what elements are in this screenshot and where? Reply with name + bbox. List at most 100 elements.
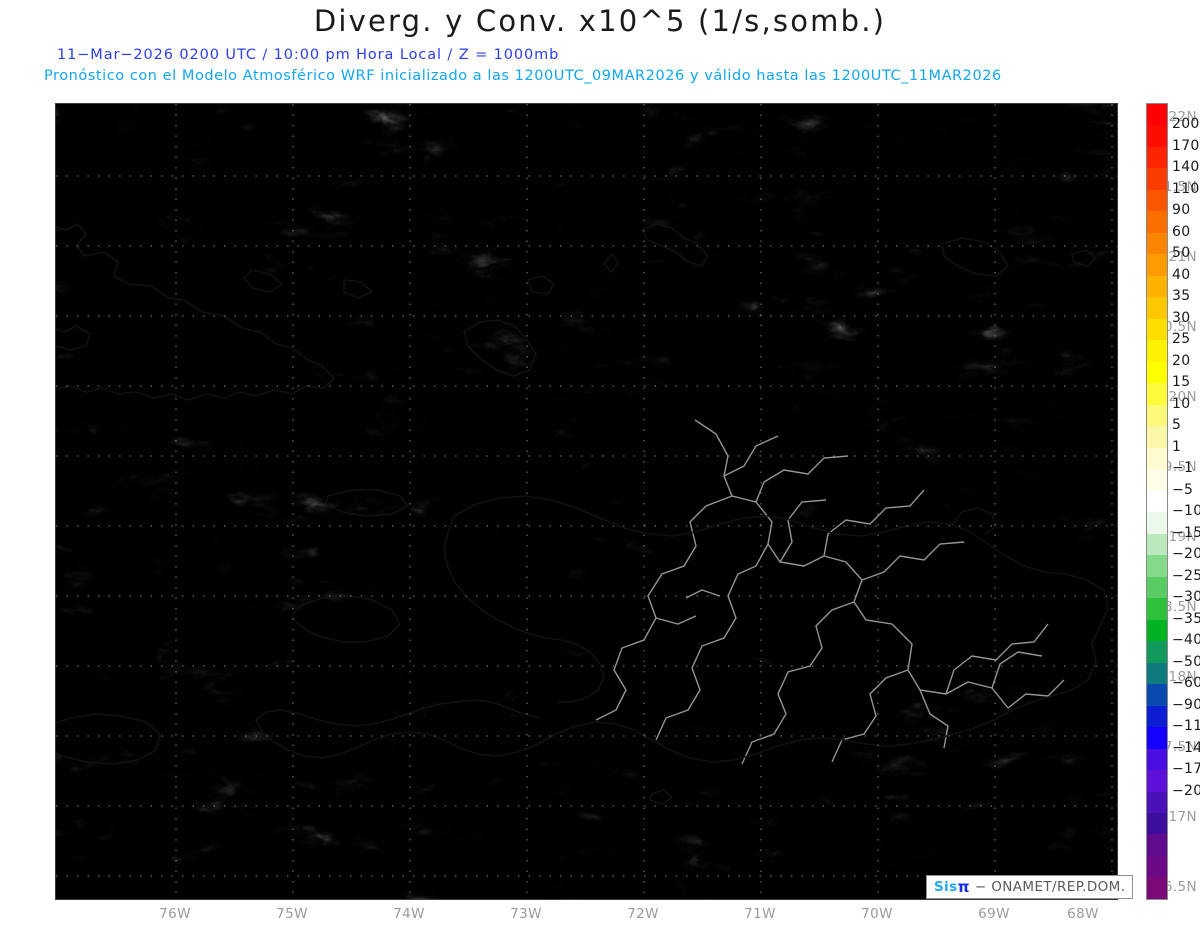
colorbar-tick-31: −200 [1172,782,1200,799]
divergence-convergence-field [56,104,1117,899]
colorbar-tick-17: −5 [1172,481,1194,498]
logo-sis-text: Sis [934,879,958,895]
provider-logo: Sis π − ONAMET/REP.DOM. [926,875,1134,899]
colorbar-tick-16: −1 [1172,460,1194,477]
colorbar-tick-0: 200 [1172,116,1200,133]
colorbar-band-15 [1147,426,1167,448]
colorbar-band-1 [1147,125,1167,147]
y-tick-8: 18N [1168,669,1197,685]
x-tick-3: 73W [510,906,542,922]
map-gridlines [56,104,1117,899]
colorbar-tick-23: −35 [1172,610,1200,627]
y-tick-2: 21N [1168,249,1197,265]
colorbar-tick-6: 50 [1172,245,1191,262]
colorbar-band-4 [1147,189,1167,212]
y-tick-9: 7.5N [1163,739,1197,755]
colorbar-tick-12: 15 [1172,374,1191,391]
y-tick-0: 22N [1168,109,1197,125]
colorbar-tick-15: 1 [1172,438,1182,455]
colorbar-band-33 [1147,812,1167,835]
colorbar-tick-24: −40 [1172,632,1200,649]
colorbar-tick-30: −170 [1172,761,1200,778]
colorbar-band-29 [1147,727,1167,749]
colorbar-tick-3: 110 [1172,180,1200,197]
colorbar-band-16 [1147,447,1167,470]
colorbar-band-35 [1147,855,1167,878]
colorbar-band-21 [1147,555,1167,577]
colorbar-band-5 [1147,211,1167,233]
colorbar-band-6 [1147,232,1167,255]
colorbar-band-10 [1147,318,1167,341]
colorbar-tick-27: −90 [1172,696,1200,713]
colorbar-tick-1: 170 [1172,137,1200,154]
colorbar-band-2 [1147,146,1167,169]
colorbar-tick-2: 140 [1172,159,1200,176]
colorbar-tick-19: −15 [1172,524,1200,541]
y-tick-3: 0.5N [1163,319,1197,335]
subtitle-valid-time: 11−Mar−2026 0200 UTC / 10:00 pm Hora Loc… [57,47,560,63]
colorbar-tick-21: −25 [1172,567,1200,584]
page-title: Diverg. y Conv. x10^5 (1/s,somb.) [313,4,887,38]
colorbar-band-27 [1147,684,1167,706]
y-tick-6: 19N [1168,529,1197,545]
x-tick-5: 71W [744,906,776,922]
coastlines [56,223,1117,895]
colorbar-band-7 [1147,254,1167,276]
colorbar-band-18 [1147,490,1167,513]
y-tick-11: 6.5N [1163,879,1197,895]
colorbar-band-0 [1147,104,1167,126]
colorbar-band-12 [1147,361,1167,384]
map-plot-area [55,103,1118,900]
colorbar-band-11 [1147,340,1167,362]
logo-pi-icon: π [957,878,970,896]
colorbar-band-26 [1147,662,1167,685]
x-tick-1: 75W [276,906,308,922]
x-tick-6: 70W [861,906,893,922]
colorbar-band-23 [1147,598,1167,620]
colorbar-tick-22: −30 [1172,589,1200,606]
colorbar-tick-20: −20 [1172,546,1200,563]
colorbar-tick-7: 40 [1172,266,1191,283]
colorbar-band-22 [1147,576,1167,599]
subtitle-model-info: Pronóstico con el Modelo Atmosférico WRF… [44,68,1002,84]
colorbar-band-20 [1147,533,1167,556]
colorbar [1146,103,1168,900]
colorbar-band-17 [1147,469,1167,491]
x-tick-7: 69W [978,906,1010,922]
colorbar-band-13 [1147,383,1167,405]
colorbar-band-25 [1147,641,1167,663]
colorbar-band-9 [1147,297,1167,319]
colorbar-tick-5: 60 [1172,223,1191,240]
x-tick-8: 68W [1067,906,1099,922]
colorbar-tick-11: 20 [1172,352,1191,369]
y-tick-10: 17N [1168,809,1197,825]
colorbar-tick-13: 10 [1172,395,1191,412]
y-tick-1: 1.5N [1163,179,1197,195]
x-tick-4: 72W [627,906,659,922]
y-tick-4: 20N [1168,389,1197,405]
colorbar-band-24 [1147,619,1167,642]
colorbar-tick-10: 25 [1172,331,1191,348]
colorbar-band-31 [1147,770,1167,792]
colorbar-tick-18: −10 [1172,503,1200,520]
colorbar-tick-29: −140 [1172,739,1200,756]
colorbar-band-28 [1147,705,1167,728]
colorbar-tick-14: 5 [1172,417,1182,434]
x-tick-2: 74W [393,906,425,922]
colorbar-band-19 [1147,512,1167,534]
colorbar-band-14 [1147,404,1167,427]
colorbar-band-8 [1147,275,1167,298]
colorbar-tick-4: 90 [1172,202,1191,219]
y-tick-7: 8.5N [1163,599,1197,615]
x-tick-0: 76W [159,906,191,922]
colorbar-tick-9: 30 [1172,309,1191,326]
colorbar-band-34 [1147,834,1167,856]
logo-org-text: − ONAMET/REP.DOM. [974,879,1126,895]
colorbar-band-3 [1147,168,1167,190]
colorbar-band-36 [1147,877,1167,899]
colorbar-band-32 [1147,791,1167,813]
colorbar-tick-25: −50 [1172,653,1200,670]
colorbar-tick-26: −60 [1172,675,1200,692]
colorbar-tick-8: 35 [1172,288,1191,305]
colorbar-tick-28: −110 [1172,718,1200,735]
